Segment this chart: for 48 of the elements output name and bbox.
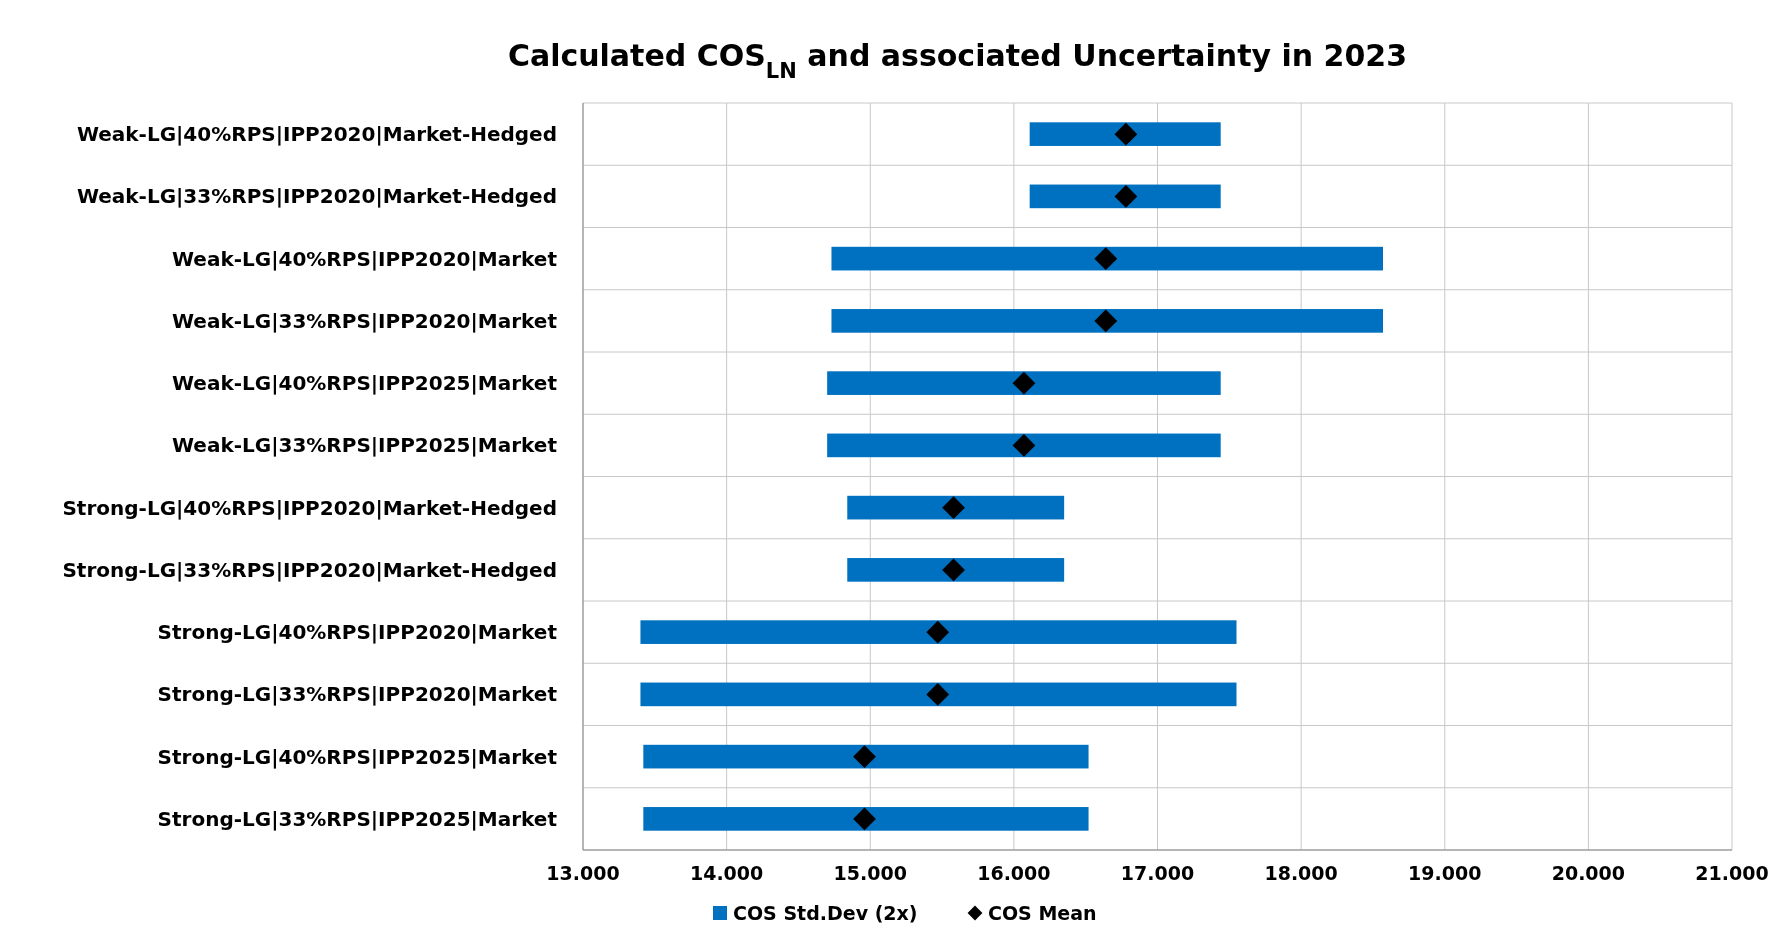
x-tick-label: 18.000 bbox=[1264, 862, 1338, 884]
bar bbox=[643, 744, 1089, 769]
y-tick-label: Strong-LG|40%RPS|IPP2020|Market-Hedged bbox=[62, 495, 557, 520]
x-tick-label: 16.000 bbox=[977, 862, 1051, 884]
y-tick-label: Weak-LG|40%RPS|IPP2020|Market-Hedged bbox=[76, 122, 557, 147]
point bbox=[1094, 309, 1118, 333]
bar bbox=[831, 246, 1383, 271]
point bbox=[942, 496, 965, 520]
y-tick-label: Strong-LG|40%RPS|IPP2020|Market bbox=[157, 620, 558, 645]
y-tick-label: Weak-LG|33%RPS|IPP2020|Market-Hedged bbox=[76, 184, 557, 209]
bar bbox=[847, 558, 1065, 582]
x-tick-label: 14.000 bbox=[689, 862, 764, 884]
bar bbox=[640, 620, 1237, 644]
point bbox=[1114, 122, 1138, 146]
point bbox=[926, 620, 950, 644]
bar bbox=[640, 682, 1237, 707]
y-tick-label: Weak-LG|33%RPS|IPP2025|Market bbox=[172, 433, 558, 458]
bar bbox=[827, 433, 1221, 458]
point bbox=[926, 682, 950, 706]
legend-label: COS Std.Dev (2x) bbox=[733, 902, 918, 924]
bar bbox=[847, 495, 1065, 520]
point bbox=[853, 745, 876, 769]
point bbox=[1012, 433, 1036, 457]
point bbox=[1114, 184, 1138, 208]
bar bbox=[1029, 122, 1221, 146]
x-tick-label: 21.000 bbox=[1695, 862, 1769, 884]
point bbox=[1012, 371, 1036, 395]
y-tick-label: Strong-LG|40%RPS|IPP2025|Market bbox=[157, 744, 558, 769]
y-tick-label: Weak-LG|33%RPS|IPP2020|Market bbox=[172, 308, 558, 333]
bar bbox=[831, 309, 1383, 333]
x-tick-label: 17.000 bbox=[1120, 862, 1195, 884]
y-tick-label: Weak-LG|40%RPS|IPP2025|Market bbox=[172, 371, 558, 396]
bar bbox=[1029, 184, 1221, 209]
y-tick-label: Strong-LG|33%RPS|IPP2025|Market bbox=[157, 806, 558, 831]
x-tick-label: 19.000 bbox=[1408, 862, 1482, 884]
y-tick-label: Strong-LG|33%RPS|IPP2020|Market-Hedged bbox=[62, 557, 557, 582]
legend-label: COS Mean bbox=[988, 902, 1097, 924]
y-tick-label: Strong-LG|33%RPS|IPP2020|Market bbox=[157, 682, 558, 707]
bar bbox=[827, 371, 1221, 395]
x-tick-label: 20.000 bbox=[1551, 862, 1626, 884]
point bbox=[853, 807, 876, 831]
bar bbox=[643, 807, 1089, 831]
point bbox=[1094, 247, 1118, 271]
x-tick-label: 13.000 bbox=[546, 862, 620, 884]
chart-title: Calculated COS$_{LN}$ and associated Uncertainty in 2023 bbox=[507, 38, 1408, 83]
x-tick-label: 15.000 bbox=[833, 862, 907, 884]
point bbox=[942, 558, 965, 582]
y-tick-label: Weak-LG|40%RPS|IPP2020|Market bbox=[172, 246, 558, 271]
